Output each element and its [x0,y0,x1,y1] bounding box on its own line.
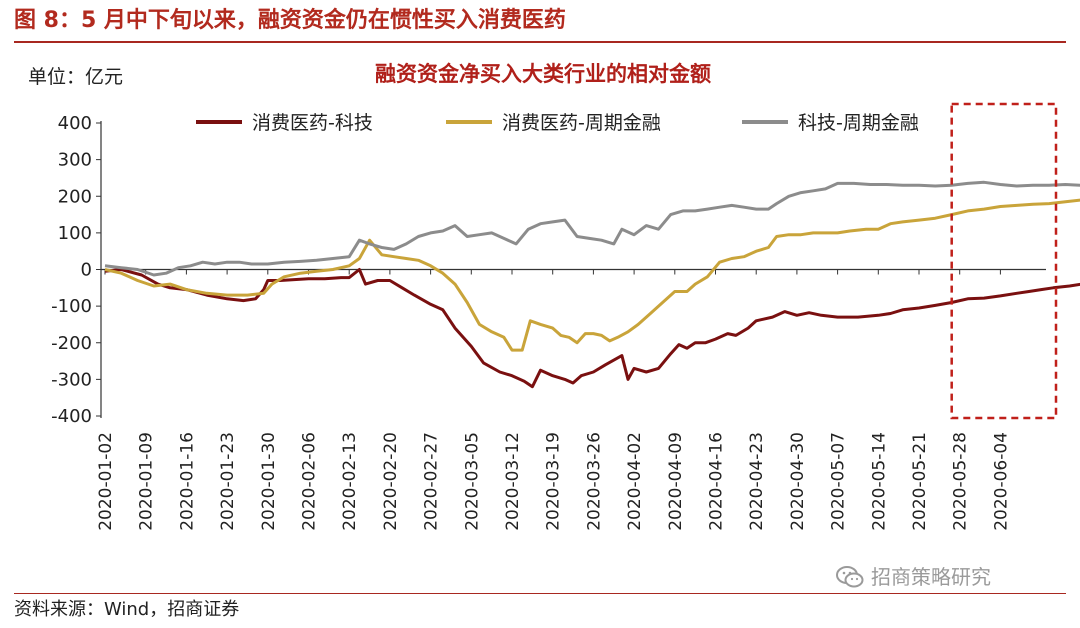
source-note: 资料来源：Wind，招商证券 [14,599,240,620]
y-tick-label: -400 [51,406,92,427]
x-tick-label: 2020-05-14 [869,432,889,531]
x-tick-label: 2020-03-05 [462,432,482,531]
y-tick-label: 100 [58,223,92,244]
x-tick-label: 2020-06-04 [991,432,1011,531]
chart-title: 融资资金净买入大类行业的相对金额 [375,62,711,86]
series-group [104,180,1080,389]
x-tick-label: 2020-03-19 [544,432,564,531]
legend: 消费医药-科技 消费医药-周期金融 科技-周期金融 [196,112,919,134]
x-tick-label: 2020-04-16 [707,432,727,531]
y-tick-label: 200 [58,186,92,207]
title-rule [14,41,1066,43]
wechat-icon [836,566,864,588]
x-tick-label: 2020-04-02 [625,432,645,531]
y-tick-label: 400 [58,113,92,134]
series-line-3 [104,180,1080,277]
x-tick-label: 2020-02-13 [340,432,360,531]
x-tick-label: 2020-03-12 [503,432,523,531]
x-tick-label: 2020-01-23 [218,432,238,531]
x-tick-label: 2020-05-07 [829,432,849,531]
footer-rule [14,593,1066,594]
figure-title: 图 8：5 月中下旬以来，融资资金仍在惯性买入消费医药 [14,8,566,33]
x-tick-label: 2020-02-20 [381,432,401,531]
watermark: 招商策略研究 [835,562,991,592]
y-tick-label: -200 [51,333,92,354]
series-line-2 [104,198,1080,352]
legend-label-1: 消费医药-科技 [252,112,373,134]
highlight-rect [950,102,1058,420]
line-chart: 单位：亿元 融资资金净买入大类行业的相对金额 消费医药-科技 消费医药-周期金融 科… [28,62,1080,531]
x-tick-label: 2020-01-09 [137,432,157,531]
y-tick-label: 300 [58,150,92,171]
x-tick-label: 2020-02-06 [300,432,320,531]
y-tick-label: 0 [81,260,92,281]
x-axis: 2020-01-02 2020-01-09 2020-01-16 2020-01-23… [96,268,1046,531]
watermark-text: 招商策略研究 [871,565,991,589]
x-tick-label: 2020-01-30 [259,432,279,531]
x-tick-label: 2020-02-27 [422,432,442,531]
y-tick-label: -300 [51,369,92,390]
highlight-box [950,102,1058,420]
legend-label-2: 消费医药-周期金融 [502,112,661,134]
x-tick-label: 2020-04-09 [666,432,686,531]
y-tick-label: -100 [51,296,92,317]
unit-label: 单位：亿元 [28,66,123,88]
x-tick-label: 2020-05-21 [910,432,930,531]
x-tick-label: 2020-01-16 [177,432,197,531]
series-line-1 [104,268,1080,389]
x-tick-label: 2020-04-23 [747,432,767,531]
x-tick-label: 2020-04-30 [788,432,808,531]
x-tick-label: 2020-05-28 [951,432,971,531]
legend-label-3: 科技-周期金融 [798,112,919,134]
x-tick-label: 2020-01-02 [96,432,116,531]
x-tick-label: 2020-03-26 [584,432,604,531]
y-axis: -400 -300 -200 -100 0 100 200 300 400 [51,113,102,427]
